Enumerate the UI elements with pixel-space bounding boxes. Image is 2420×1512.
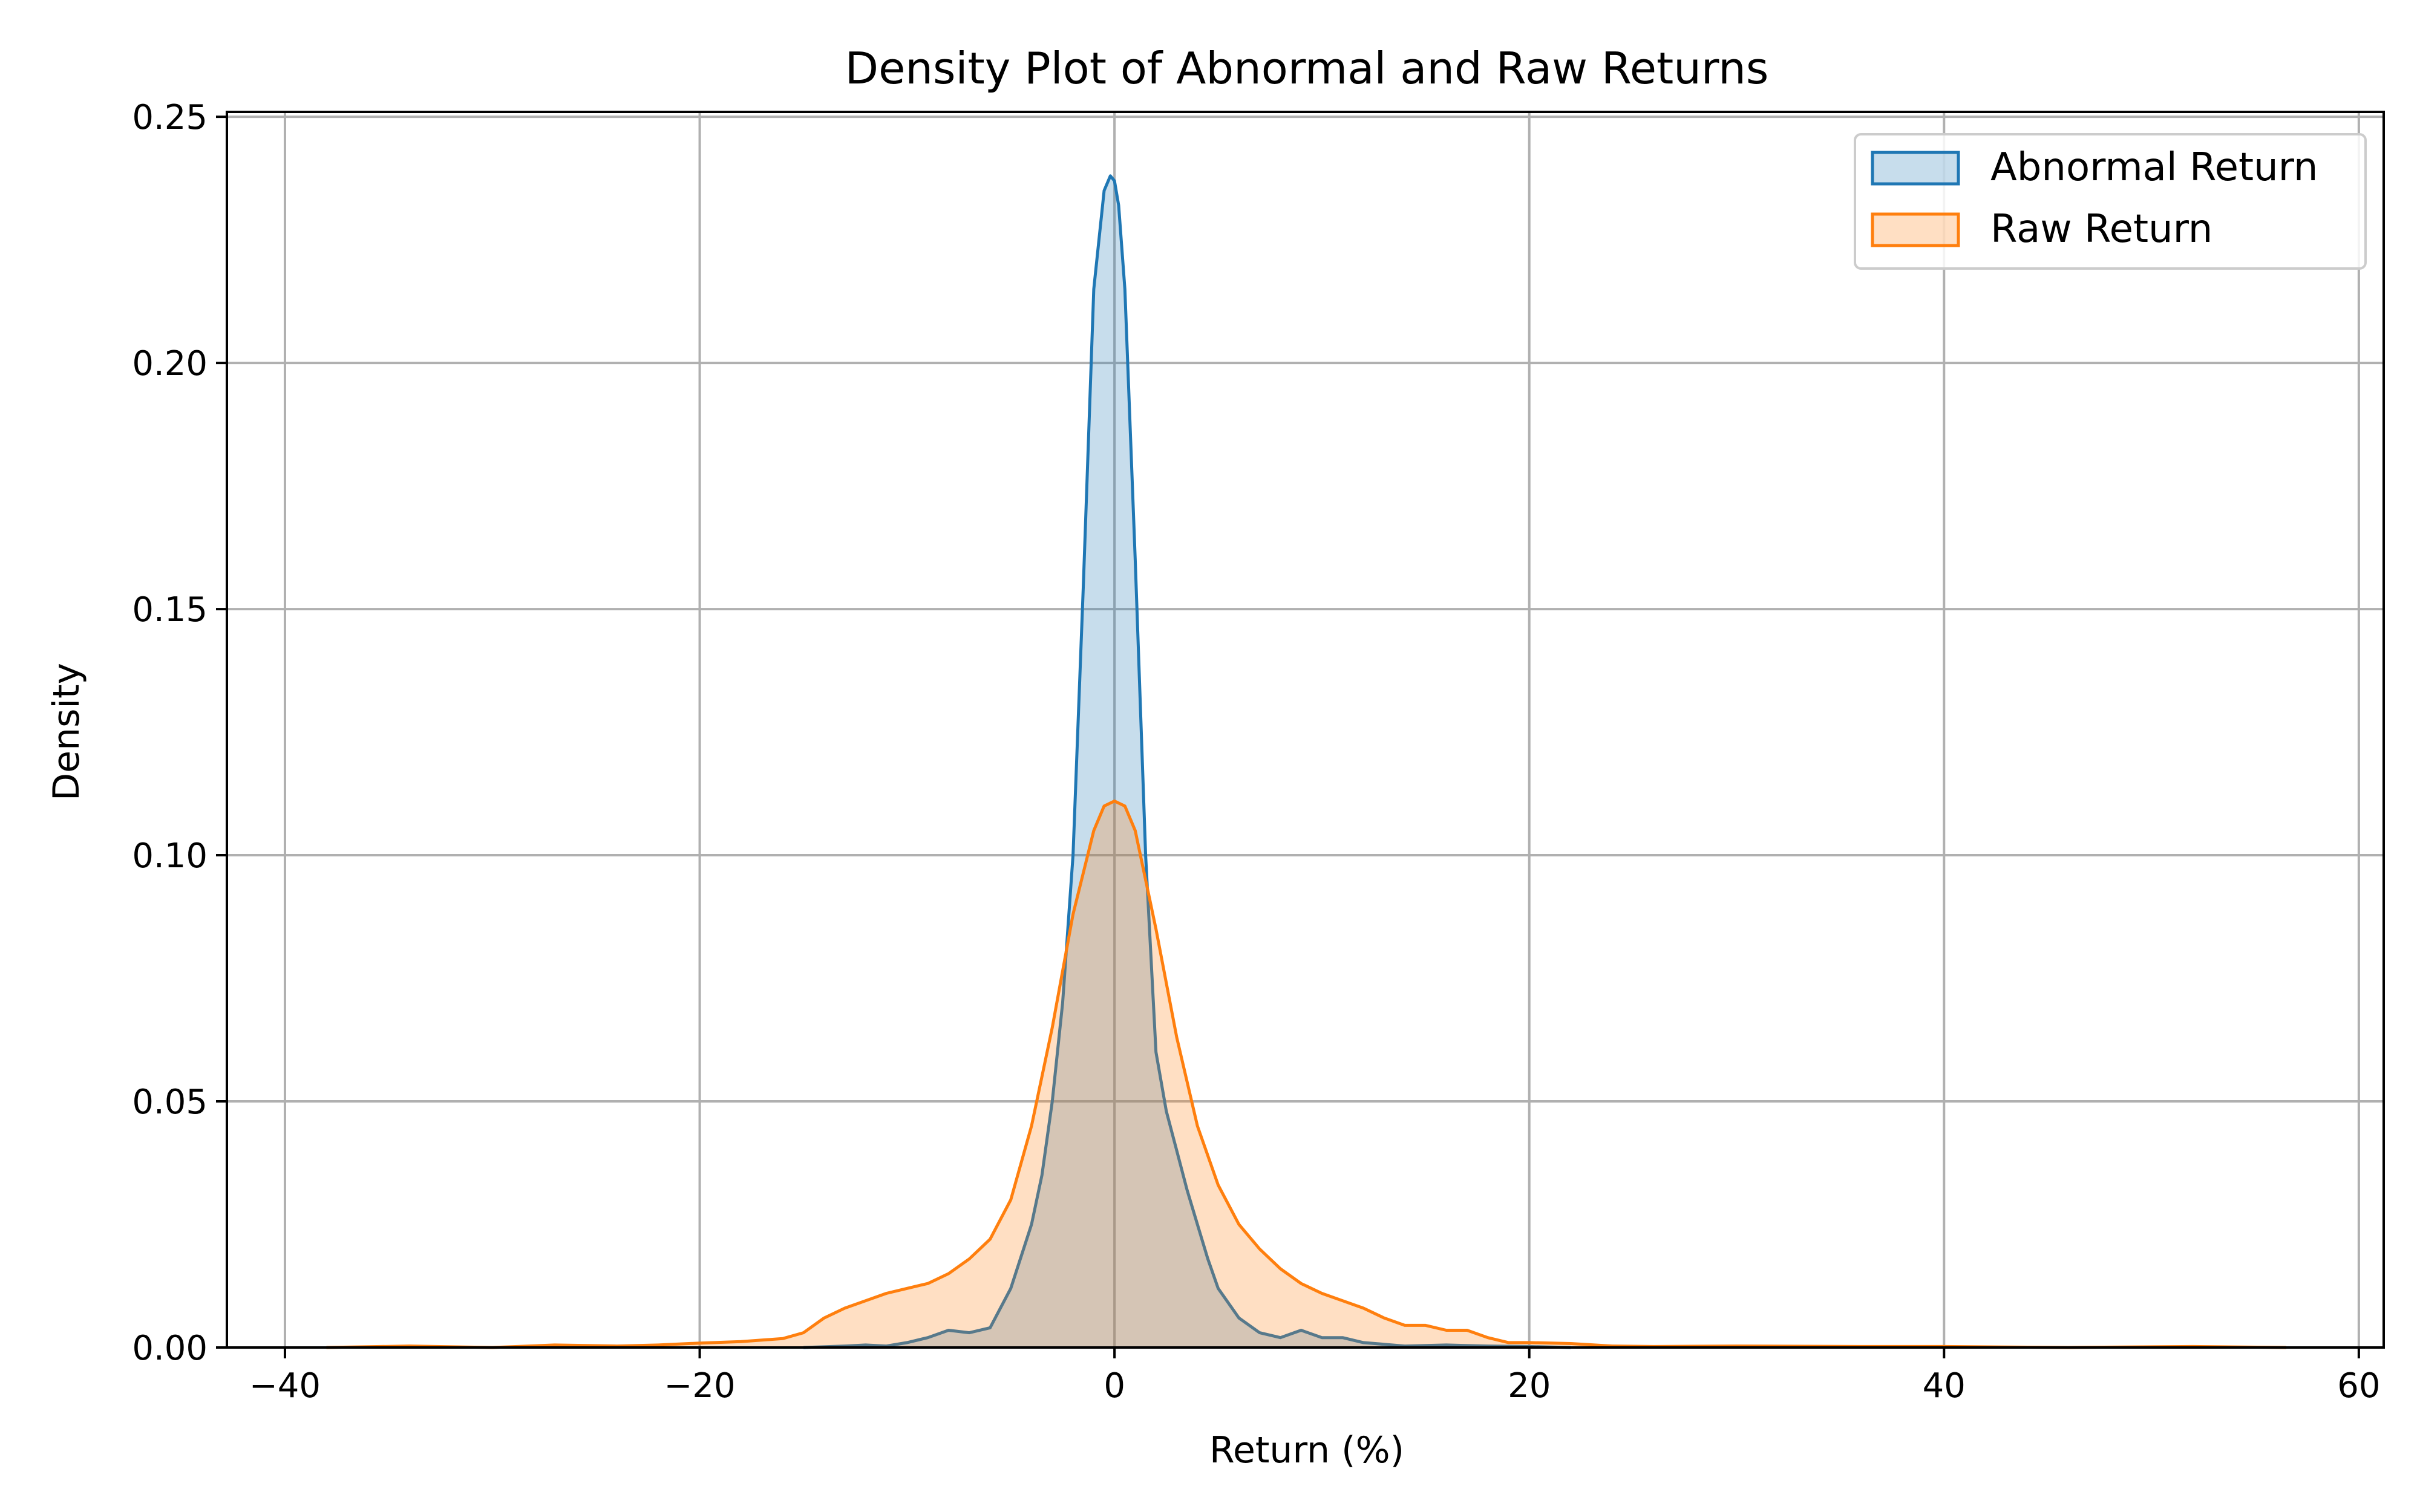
y-tick-label: 0.20 — [132, 344, 208, 383]
legend: Abnormal Return Raw Return — [1854, 133, 2367, 270]
plot-frame — [226, 111, 2385, 1349]
y-tick-label: 0.25 — [132, 98, 208, 137]
density-line-abnormal-return — [803, 174, 1571, 1349]
x-axis-label: Return (%) — [1209, 1429, 1404, 1471]
y-axis-label: Density — [45, 663, 88, 801]
density-line-raw-return — [326, 800, 2286, 1349]
series-layer — [326, 174, 2286, 1349]
legend-frame — [1854, 133, 2367, 270]
legend-label-abnormal-return: Abnormal Return — [1990, 145, 2318, 190]
x-tick-label: 0 — [1104, 1366, 1125, 1406]
chart-title: Density Plot of Abnormal and Raw Returns — [845, 43, 1769, 94]
legend-swatch-raw-return — [1871, 212, 1960, 247]
y-tick-label: 0.10 — [132, 836, 208, 876]
legend-swatch-abnormal-return — [1871, 151, 1960, 186]
y-tick-label: 0.00 — [132, 1329, 208, 1368]
x-tick-label: 60 — [2337, 1366, 2380, 1406]
x-tick-label: −20 — [664, 1366, 735, 1406]
y-tick-label: 0.15 — [132, 590, 208, 630]
y-tick-label: 0.05 — [132, 1083, 208, 1122]
axis-ticks: −40 −20 0 20 40 60 0.00 0.05 0.10 0.15 0.20 0.25 — [132, 98, 2380, 1406]
x-tick-label: 40 — [1923, 1366, 1966, 1406]
x-tick-label: −40 — [249, 1366, 321, 1406]
legend-label-raw-return: Raw Return — [1990, 207, 2212, 252]
x-tick-label: 20 — [1508, 1366, 1551, 1406]
